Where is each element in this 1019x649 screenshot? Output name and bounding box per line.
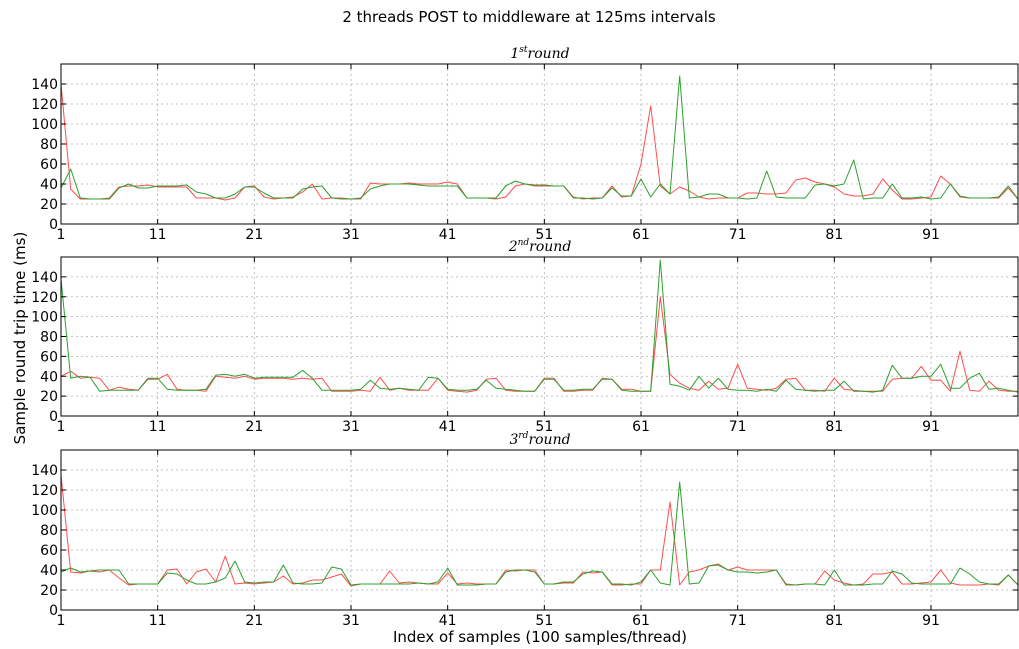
y-tick-label: 0 — [49, 603, 58, 619]
x-tick-label: 31 — [342, 419, 360, 435]
x-tick-label: 51 — [535, 419, 553, 435]
y-tick-label: 140 — [31, 77, 58, 93]
x-tick-label: 91 — [922, 227, 940, 243]
x-tick-label: 1 — [57, 613, 66, 629]
y-axis-label: Sample round trip time (ms) — [11, 232, 29, 445]
y-tick-label: 120 — [31, 483, 58, 499]
series-line-red — [60, 83, 1019, 201]
y-tick-label: 40 — [40, 369, 58, 385]
x-tick-label: 61 — [632, 613, 650, 629]
x-tick-label: 21 — [245, 227, 263, 243]
y-tick-label: 60 — [40, 349, 58, 365]
x-tick-label: 41 — [439, 419, 457, 435]
y-tick-label: 80 — [40, 523, 58, 539]
x-tick-label: 21 — [245, 419, 263, 435]
x-tick-label: 81 — [825, 613, 843, 629]
x-tick-label: 51 — [535, 227, 553, 243]
subplot-title: 1stround — [510, 45, 569, 62]
series-line-red — [60, 296, 1018, 393]
x-tick-label: 81 — [825, 419, 843, 435]
series-line-green — [60, 481, 1019, 586]
x-tick-label: 71 — [729, 227, 747, 243]
y-tick-label: 20 — [40, 197, 58, 213]
x-tick-label: 11 — [149, 419, 167, 435]
figure-title: 2 threads POST to middleware at 125ms in… — [342, 8, 716, 26]
x-tick-label: 41 — [439, 227, 457, 243]
y-tick-label: 40 — [40, 177, 58, 193]
x-tick-label: 61 — [632, 227, 650, 243]
y-tick-label: 80 — [40, 137, 58, 153]
plot-frame — [60, 449, 1019, 611]
series-line-green — [60, 75, 1019, 200]
y-tick-label: 0 — [49, 409, 58, 425]
x-tick-label: 11 — [149, 613, 167, 629]
x-tick-label: 71 — [729, 613, 747, 629]
subplot-title: 2ndround — [508, 238, 572, 255]
y-tick-label: 20 — [40, 583, 58, 599]
y-tick-label: 100 — [31, 503, 58, 519]
x-tick-label: 71 — [729, 419, 747, 435]
x-tick-label: 61 — [632, 419, 650, 435]
x-tick-label: 31 — [342, 613, 360, 629]
x-tick-label: 31 — [342, 227, 360, 243]
x-tick-label: 81 — [825, 227, 843, 243]
x-tick-label: 11 — [149, 227, 167, 243]
y-tick-label: 80 — [40, 330, 58, 346]
y-tick-label: 40 — [40, 563, 58, 579]
plot-frame — [60, 63, 1019, 225]
y-tick-label: 120 — [31, 97, 58, 113]
y-tick-label: 120 — [31, 290, 58, 306]
y-tick-label: 60 — [40, 543, 58, 559]
y-tick-label: 140 — [31, 463, 58, 479]
y-tick-label: 20 — [40, 389, 58, 405]
y-tick-label: 0 — [49, 217, 58, 233]
series-line-red — [60, 474, 1019, 587]
x-tick-label: 1 — [57, 227, 66, 243]
x-tick-label: 21 — [245, 613, 263, 629]
y-tick-label: 100 — [31, 310, 58, 326]
x-tick-label: 91 — [922, 419, 940, 435]
x-tick-label: 51 — [535, 613, 553, 629]
y-tick-label: 100 — [31, 117, 58, 133]
y-tick-label: 140 — [31, 270, 58, 286]
y-tick-label: 60 — [40, 157, 58, 173]
x-tick-label: 41 — [439, 613, 457, 629]
x-tick-label: 91 — [922, 613, 940, 629]
x-axis-label: Index of samples (100 samples/thread) — [393, 628, 687, 646]
subplot-title: 3rdround — [509, 431, 570, 448]
x-tick-label: 1 — [57, 419, 66, 435]
series-line-green — [60, 259, 1019, 393]
